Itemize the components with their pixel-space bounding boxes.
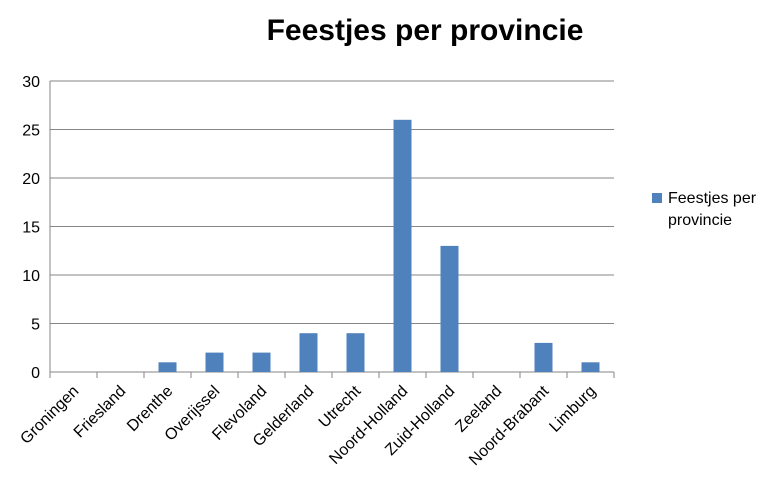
legend-swatch bbox=[652, 193, 662, 203]
y-tick-label: 20 bbox=[22, 171, 40, 188]
legend: Feestjes per provincie bbox=[652, 188, 775, 232]
bar bbox=[534, 342, 553, 372]
legend-label: Feestjes per provincie bbox=[668, 190, 757, 229]
bar bbox=[252, 352, 271, 372]
y-tick-label: 10 bbox=[22, 268, 40, 285]
bar bbox=[440, 245, 459, 372]
y-tick-label: 25 bbox=[22, 123, 40, 140]
bar bbox=[393, 119, 412, 372]
bar bbox=[581, 362, 600, 372]
x-tick-label: Limburg bbox=[546, 383, 599, 436]
x-tick-label: Groningen bbox=[17, 383, 82, 448]
x-tick-label: Noord-Brabant bbox=[466, 382, 553, 469]
y-tick-label: 0 bbox=[31, 365, 40, 382]
y-tick-label: 5 bbox=[31, 317, 40, 334]
y-tick-label: 30 bbox=[22, 74, 40, 91]
bar bbox=[158, 362, 177, 372]
x-tick-label: Friesland bbox=[71, 383, 130, 442]
bar bbox=[205, 352, 224, 372]
y-tick-label: 15 bbox=[22, 220, 40, 237]
bar bbox=[346, 333, 365, 372]
chart-title: Feestjes per provincie bbox=[266, 14, 584, 47]
bar bbox=[299, 333, 318, 372]
